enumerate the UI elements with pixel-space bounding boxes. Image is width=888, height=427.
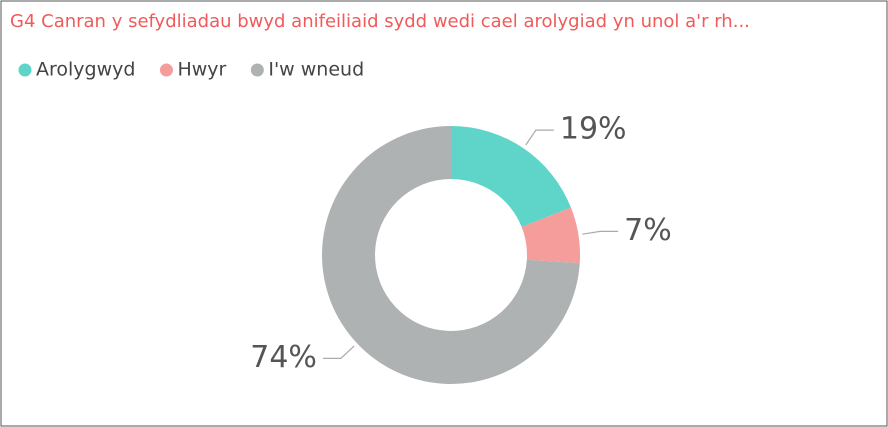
donut-slice (451, 126, 571, 228)
leader-line (322, 345, 355, 359)
legend-swatch (250, 63, 264, 77)
chart-title: G4 Canran y sefydliadau bwyd anifeiliaid… (10, 11, 750, 32)
leader-line (525, 129, 554, 146)
data-label: 7% (624, 213, 672, 248)
data-label: 74% (250, 340, 317, 375)
donut-slice (321, 126, 580, 384)
legend-label: Arolygwyd (36, 59, 135, 81)
legend-swatch (18, 63, 32, 77)
legend-swatch (159, 63, 173, 77)
legend-label: Hwyr (177, 59, 226, 81)
legend-label: I'w wneud (268, 59, 364, 81)
leader-line (582, 230, 619, 235)
donut-slice (521, 207, 580, 264)
data-label: 19% (560, 112, 627, 147)
